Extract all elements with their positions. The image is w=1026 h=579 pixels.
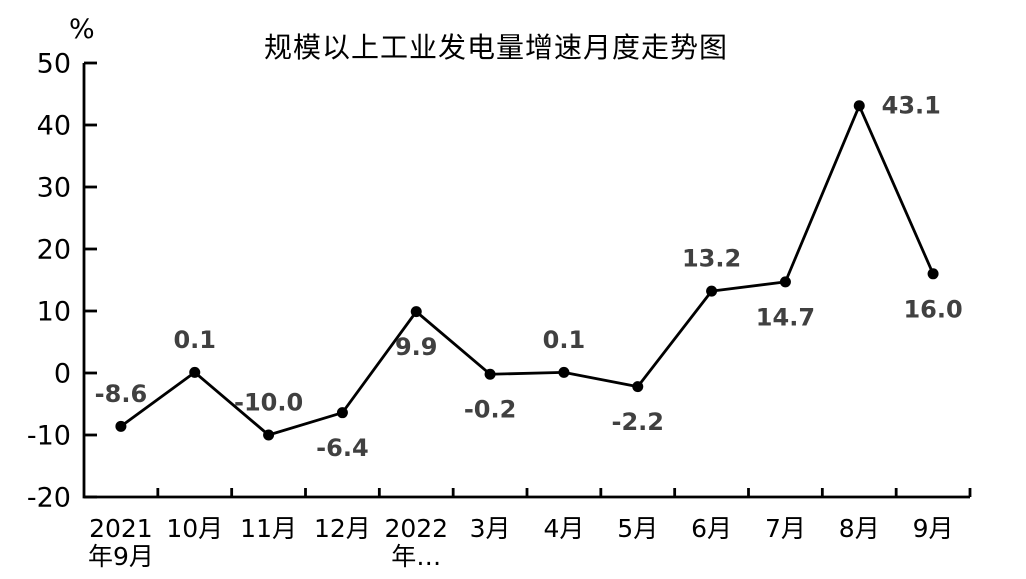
- data-point-label: 14.7: [756, 303, 815, 331]
- x-axis-ticks: [156, 488, 972, 497]
- data-point-label: 13.2: [682, 245, 741, 273]
- data-labels: -8.6 0.1 -10.0 -6.4 9.9 -0.2 0.1 -2.2 13.2 14.7 43…: [95, 91, 963, 462]
- data-markers: [115, 100, 939, 441]
- data-point-label: 16.0: [903, 295, 962, 323]
- data-point: [484, 368, 496, 380]
- data-point-label: -2.2: [612, 408, 664, 436]
- x-tick-label: 10月: [166, 514, 223, 543]
- y-tick-label: 0: [54, 359, 71, 390]
- data-point-label: 0.1: [543, 326, 586, 354]
- data-point: [853, 100, 865, 112]
- data-point: [410, 306, 422, 318]
- data-point: [263, 429, 275, 441]
- x-tick-label: 6月: [691, 514, 732, 543]
- y-axis-ticks: [84, 61, 97, 499]
- y-tick-label: 20: [37, 235, 71, 266]
- data-point: [189, 366, 201, 378]
- x-axis-labels: 2021 年9月 10月 11月 12月 2022 年… 3月 4月 5月 6月 7月 8月 9月: [88, 514, 954, 571]
- data-point: [706, 285, 718, 297]
- x-tick-label: 11月: [240, 514, 297, 543]
- data-point-label: -10.0: [234, 389, 303, 417]
- y-tick-label: 40: [37, 111, 71, 142]
- data-point: [558, 366, 570, 378]
- x-tick-label: 2022 年…: [384, 514, 448, 571]
- y-axis-labels: 50 40 30 20 10 0 -10 -20: [27, 49, 71, 514]
- data-series: [119, 104, 935, 437]
- x-tick-label: 3月: [470, 514, 511, 543]
- y-tick-label: -10: [27, 421, 71, 452]
- data-point: [632, 381, 644, 393]
- data-point-label: 43.1: [882, 91, 941, 119]
- y-tick-label: 10: [37, 297, 71, 328]
- x-tick-label: 4月: [543, 514, 584, 543]
- x-tick-label: 2021 年9月: [88, 514, 154, 571]
- data-point-label: 0.1: [173, 326, 216, 354]
- y-tick-label: -20: [27, 483, 71, 514]
- data-point: [779, 276, 791, 288]
- x-tick-label: 8月: [839, 514, 880, 543]
- y-tick-label: 30: [37, 173, 71, 204]
- x-tick-label: 9月: [913, 514, 954, 543]
- data-point-label: 9.9: [395, 333, 438, 361]
- chart-title: 规模以上工业发电量增速月度走势图: [263, 31, 729, 64]
- data-point-label: -6.4: [316, 434, 368, 462]
- x-tick-label: 5月: [617, 514, 658, 543]
- axis-lines: [82, 63, 970, 499]
- axes: [82, 63, 970, 499]
- y-tick-label: 50: [37, 49, 71, 80]
- data-point: [336, 407, 348, 419]
- x-tick-label: 12月: [314, 514, 371, 543]
- data-point-label: -0.2: [464, 396, 516, 424]
- x-tick-label: 7月: [765, 514, 806, 543]
- data-point: [927, 268, 939, 280]
- data-point: [115, 420, 127, 432]
- data-point-label: -8.6: [95, 380, 147, 408]
- series-line: [119, 104, 935, 437]
- y-axis-unit-label: %: [69, 14, 95, 45]
